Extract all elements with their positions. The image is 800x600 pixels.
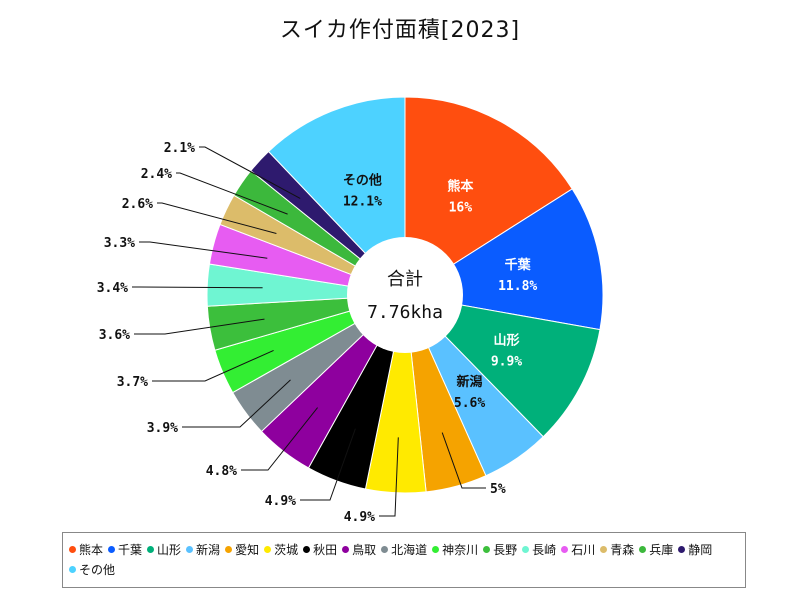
slice-name-label: 新潟 bbox=[457, 374, 483, 390]
legend-swatch bbox=[561, 545, 569, 553]
legend-item: 長野 bbox=[483, 539, 517, 559]
slice-value-label: 9.9% bbox=[491, 355, 522, 370]
legend-label: 山形 bbox=[157, 542, 182, 557]
legend-label: 兵庫 bbox=[649, 542, 674, 557]
legend-label: 千葉 bbox=[118, 542, 143, 557]
legend-item: 千葉 bbox=[108, 539, 142, 559]
leader-line bbox=[157, 202, 277, 234]
pie-slice-17 bbox=[267, 96, 406, 297]
pie-chart: 熊本 16% 千葉 11.8% 山形 9.9% 新潟 5.6% 5% 4.9% 4.9% 4.8% 3.… bbox=[97, 96, 604, 525]
legend-label: 長崎 bbox=[532, 542, 557, 557]
slice-value-label: 5.6% bbox=[454, 396, 485, 411]
legend-item: 愛知 bbox=[225, 539, 259, 559]
legend-label: 鳥取 bbox=[352, 542, 377, 557]
slice-value-label: 3.6% bbox=[99, 328, 130, 343]
slice-value-label: 4.9% bbox=[265, 494, 296, 509]
pie-slice-3 bbox=[403, 294, 601, 438]
legend-label: 長野 bbox=[493, 542, 518, 557]
slice-name-label: その他 bbox=[343, 172, 382, 188]
legend-label: 熊本 bbox=[79, 542, 104, 557]
legend-swatch bbox=[522, 545, 530, 553]
legend-label: 新潟 bbox=[196, 542, 221, 557]
center-label: 合計 bbox=[387, 269, 423, 290]
legend-item: 山形 bbox=[147, 539, 181, 559]
legend-item: 北海道 bbox=[381, 539, 427, 559]
slice-value-label: 2.6% bbox=[122, 197, 153, 212]
legend-item: 秋田 bbox=[303, 539, 337, 559]
legend-label: 茨城 bbox=[274, 542, 299, 557]
center-total: 7.76kha bbox=[367, 302, 443, 323]
slice-value-label: 4.8% bbox=[206, 464, 237, 479]
slice-value-label: 3.9% bbox=[147, 421, 178, 436]
legend-swatch bbox=[678, 545, 686, 553]
slice-value-label: 3.3% bbox=[104, 236, 135, 251]
legend-label: 神奈川 bbox=[442, 542, 479, 557]
pie-slice-1 bbox=[404, 96, 573, 296]
legend-item: 青森 bbox=[600, 539, 634, 559]
legend-label: 石川 bbox=[571, 542, 596, 557]
slice-name-label: 山形 bbox=[493, 333, 519, 349]
legend-item: その他 bbox=[69, 559, 115, 579]
legend-label: 北海道 bbox=[391, 542, 428, 557]
legend-swatch bbox=[342, 545, 350, 553]
center-hole bbox=[347, 237, 463, 353]
legend-item: 長崎 bbox=[522, 539, 556, 559]
chart-title: スイカ作付面積[2023] bbox=[279, 18, 521, 43]
leader-line bbox=[300, 428, 356, 501]
legend-swatch bbox=[108, 545, 116, 553]
slice-name-label: 熊本 bbox=[447, 178, 473, 194]
legend-item: 熊本 bbox=[69, 539, 103, 559]
legend-swatch bbox=[432, 545, 440, 553]
leader-line bbox=[134, 318, 265, 335]
legend-item: 茨城 bbox=[264, 539, 298, 559]
leader-line bbox=[139, 241, 268, 259]
slice-value-label: 11.8% bbox=[498, 279, 537, 294]
leader-line bbox=[379, 437, 399, 517]
legend-label: 秋田 bbox=[313, 542, 338, 557]
legend-item: 鳥取 bbox=[342, 539, 376, 559]
leader-line bbox=[241, 407, 318, 471]
legend: 熊本 千葉 山形 新潟 愛知 茨城 秋田 鳥取 北海道 神奈川 長野 長崎 石川 青森 兵庫 静岡その他 bbox=[62, 532, 746, 588]
slice-value-label: 2.1% bbox=[164, 141, 195, 156]
slice-value-label: 12.1% bbox=[343, 194, 382, 209]
leader-line bbox=[176, 172, 288, 215]
legend-swatch bbox=[264, 545, 272, 553]
leader-line bbox=[132, 286, 263, 289]
legend-swatch bbox=[225, 545, 233, 553]
legend-swatch bbox=[69, 545, 76, 553]
legend-swatch bbox=[69, 565, 76, 573]
legend-label: その他 bbox=[79, 562, 116, 577]
slice-value-label: 5% bbox=[490, 482, 506, 497]
slice-value-label: 16% bbox=[449, 200, 473, 215]
legend-item: 静岡 bbox=[678, 539, 712, 559]
leader-line bbox=[441, 432, 486, 489]
legend-label: 青森 bbox=[610, 542, 635, 557]
leader-line bbox=[182, 379, 291, 428]
slice-value-label: 3.7% bbox=[117, 375, 148, 390]
legend-swatch bbox=[147, 545, 155, 553]
legend-item: 神奈川 bbox=[432, 539, 478, 559]
legend-swatch bbox=[381, 545, 389, 553]
legend-swatch bbox=[186, 545, 194, 553]
slice-value-label: 2.4% bbox=[141, 167, 172, 182]
leader-line bbox=[199, 146, 301, 199]
legend-swatch bbox=[600, 545, 608, 553]
leader-lines-layer bbox=[132, 146, 486, 517]
legend-swatch bbox=[303, 545, 311, 553]
slice-value-label: 4.9% bbox=[344, 510, 375, 525]
legend-item: 兵庫 bbox=[639, 539, 673, 559]
slice-name-label: 千葉 bbox=[505, 257, 532, 273]
legend-swatch bbox=[483, 545, 491, 553]
labels-layer: 熊本 16% 千葉 11.8% 山形 9.9% 新潟 5.6% 5% 4.9% 4.9% 4.8% 3.… bbox=[97, 141, 538, 525]
legend-item: 石川 bbox=[561, 539, 595, 559]
legend-label: 静岡 bbox=[688, 542, 713, 557]
legend-swatch bbox=[639, 545, 647, 553]
slice-value-label: 3.4% bbox=[97, 281, 128, 296]
legend-item: 新潟 bbox=[186, 539, 220, 559]
legend-label: 愛知 bbox=[235, 542, 260, 557]
leader-line bbox=[152, 349, 274, 382]
